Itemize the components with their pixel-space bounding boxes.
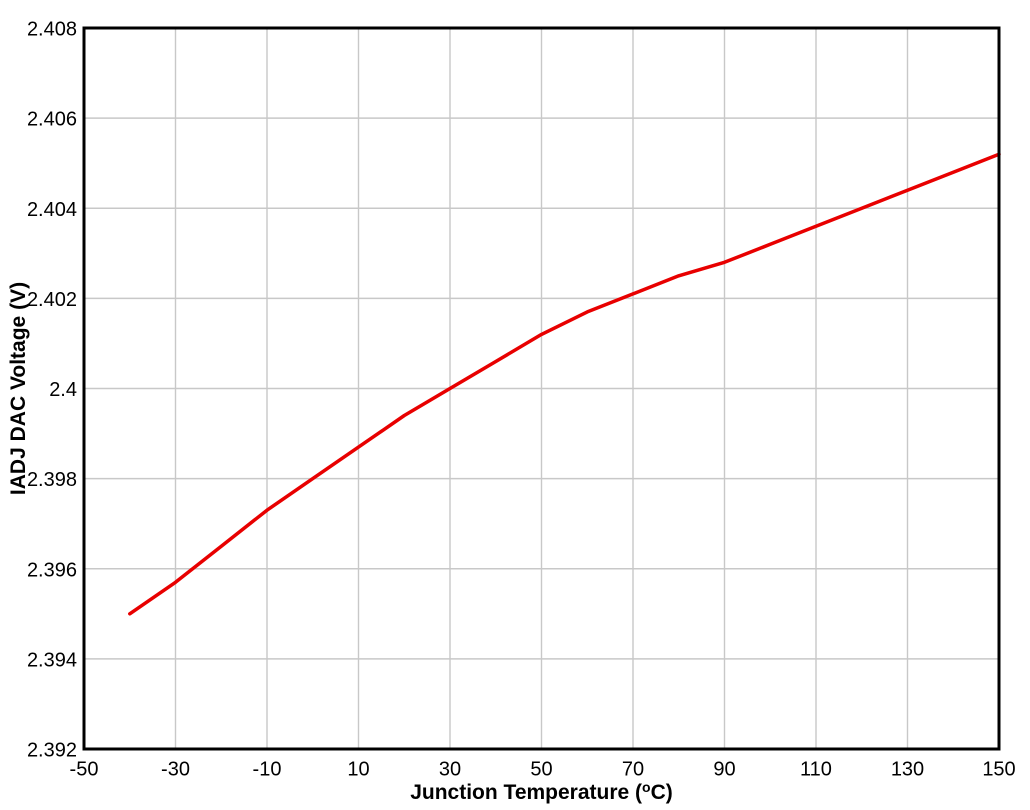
x-tick-label: 50 (530, 759, 552, 781)
x-tick-label: 30 (439, 759, 461, 781)
x-tick-label: -10 (253, 759, 282, 781)
y-axis-title: IADJ DAC Voltage (V) (7, 282, 30, 495)
y-tick-label: 2.406 (27, 109, 77, 131)
plot-border (82, 26, 1001, 751)
data-series-line (128, 152, 1001, 616)
y-tick-label: 2.404 (27, 199, 77, 221)
y-tick-label: 2.394 (27, 649, 77, 671)
x-tick-label: 150 (982, 759, 1015, 781)
y-tick-label: 2.408 (27, 19, 77, 41)
x-tick-label: -50 (70, 759, 99, 781)
y-tick-label: 2.4 (49, 379, 77, 401)
x-tick-label: 10 (347, 759, 369, 781)
x-axis-title: Junction Temperature (oC) (410, 779, 673, 804)
x-tick-label: -30 (161, 759, 190, 781)
y-tick-label: 2.402 (27, 289, 77, 311)
y-tick-label: 2.392 (27, 740, 77, 762)
y-tick-label: 2.398 (27, 469, 77, 491)
x-tick-label: 130 (891, 759, 924, 781)
y-tick-label: 2.396 (27, 559, 77, 581)
x-tick-label: 70 (622, 759, 644, 781)
x-tick-label: 110 (800, 759, 832, 781)
x-tick-label: 90 (713, 759, 735, 781)
